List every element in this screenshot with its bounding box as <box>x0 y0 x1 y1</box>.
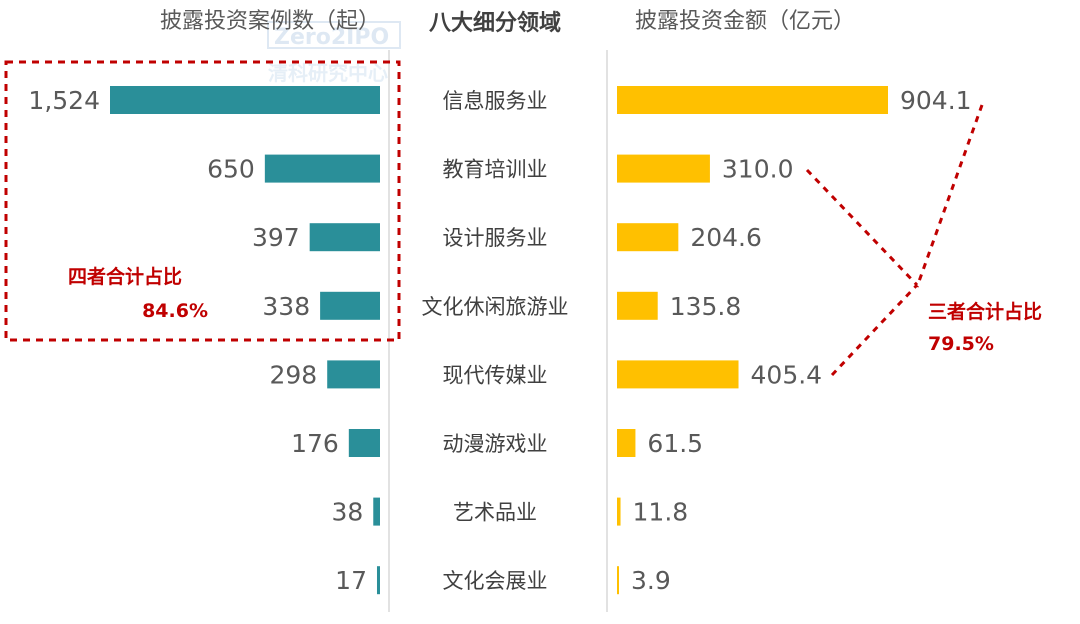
category-label: 艺术品业 <box>453 501 537 525</box>
left-annotation-line1: 四者合计占比 <box>68 265 182 288</box>
count-label: 38 <box>331 498 363 527</box>
category-label: 教育培训业 <box>443 158 548 182</box>
amount-label: 11.8 <box>633 498 689 527</box>
count-bar <box>110 86 380 114</box>
count-bar <box>309 223 380 252</box>
count-label: 338 <box>262 292 310 321</box>
count-label: 17 <box>335 566 367 595</box>
right-annotation-line1: 三者合计占比 <box>928 300 1042 323</box>
amount-bar <box>617 497 621 526</box>
count-label: 650 <box>207 155 255 184</box>
count-bar <box>264 154 380 183</box>
amount-bar <box>617 86 888 114</box>
category-label: 文化会展业 <box>443 569 548 593</box>
count-bar <box>373 497 380 526</box>
right-annotation-line2: 79.5% <box>928 333 994 355</box>
right-annotation-lines <box>805 104 984 377</box>
center-header: 八大细分领域 <box>429 10 561 36</box>
amount-bar <box>617 360 739 389</box>
category-label: 动漫游戏业 <box>443 432 548 456</box>
amount-label: 310.0 <box>722 155 794 184</box>
count-bar <box>327 360 380 389</box>
category-label: 文化休闲旅游业 <box>422 295 569 319</box>
count-label: 397 <box>252 223 300 252</box>
amount-bar <box>617 223 679 252</box>
watermark: Zero2IPO 清科研究中心 <box>267 21 401 85</box>
category-label: 现代传媒业 <box>443 363 548 387</box>
left-annotation-line2: 84.6% <box>142 300 208 322</box>
count-label: 176 <box>291 429 339 458</box>
count-bar <box>320 291 380 320</box>
amount-label: 3.9 <box>631 566 671 595</box>
amount-label: 204.6 <box>690 223 762 252</box>
category-label: 设计服务业 <box>443 226 548 250</box>
amount-bar <box>617 429 636 457</box>
count-label: 298 <box>269 360 317 389</box>
amount-bar <box>617 566 619 595</box>
amount-bar <box>617 154 710 183</box>
amount-label: 904.1 <box>900 86 972 115</box>
svg-text:清科研究中心: 清科研究中心 <box>268 61 388 85</box>
left-series-title: 披露投资案例数（起） <box>160 9 380 34</box>
right-series-title: 披露投资金额（亿元） <box>635 9 855 34</box>
count-bar <box>376 566 380 595</box>
amount-label: 61.5 <box>647 429 703 458</box>
left-annotation-box <box>4 60 401 342</box>
amount-bar <box>617 291 658 320</box>
amount-label: 405.4 <box>751 360 823 389</box>
svg-text:Zero2IPO: Zero2IPO <box>274 25 389 50</box>
category-label: 信息服务业 <box>443 89 548 113</box>
count-bar <box>348 429 380 457</box>
amount-label: 135.8 <box>670 292 742 321</box>
count-label: 1,524 <box>28 86 100 115</box>
